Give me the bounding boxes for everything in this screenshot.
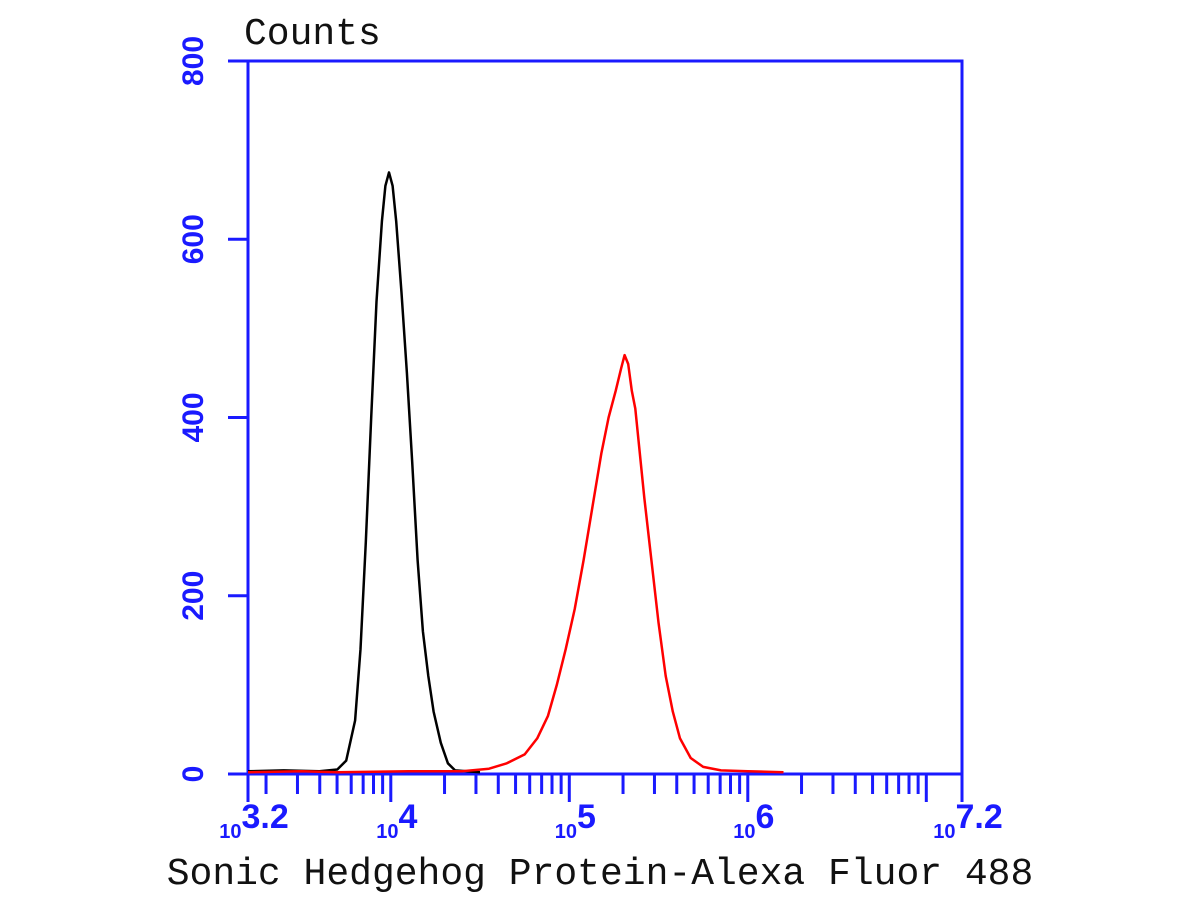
x-tick-label-power: 5 bbox=[577, 798, 596, 836]
y-axis-title: Counts bbox=[244, 13, 381, 56]
x-tick-label-base: 10 bbox=[933, 821, 955, 843]
series-line-black bbox=[247, 171, 481, 774]
series-line-red bbox=[247, 353, 784, 774]
y-tick-label: 600 bbox=[177, 214, 210, 264]
x-tick-label: 103.2 bbox=[219, 798, 289, 843]
y-tick-label: 200 bbox=[177, 571, 210, 621]
x-tick-label-base: 10 bbox=[555, 821, 577, 843]
y-tick-label: 0 bbox=[177, 766, 210, 783]
y-tick-label: 800 bbox=[177, 36, 210, 86]
x-tick-label-base: 10 bbox=[219, 821, 241, 843]
x-tick-label-power: 7.2 bbox=[955, 798, 1002, 836]
x-tick-label-base: 10 bbox=[733, 821, 755, 843]
x-tick-label: 104 bbox=[376, 798, 417, 843]
y-tick-label: 400 bbox=[177, 392, 210, 442]
x-tick-label-base: 10 bbox=[376, 821, 398, 843]
x-axis: 103.2 104 105 106 107.2 bbox=[219, 774, 1003, 843]
series-layer bbox=[247, 171, 784, 774]
x-axis-title: Sonic Hedgehog Protein-Alexa Fluor 488 bbox=[167, 853, 1034, 896]
x-tick-label: 107.2 bbox=[933, 798, 1003, 843]
x-tick-label-power: 3.2 bbox=[241, 798, 288, 836]
plot-frame bbox=[246, 59, 964, 776]
x-tick-label-power: 4 bbox=[398, 798, 417, 836]
y-axis: 0 200 400 600 800 bbox=[177, 36, 248, 782]
x-tick-label: 106 bbox=[733, 798, 774, 843]
x-tick-label-power: 6 bbox=[755, 798, 774, 836]
x-tick-label: 105 bbox=[555, 798, 596, 843]
